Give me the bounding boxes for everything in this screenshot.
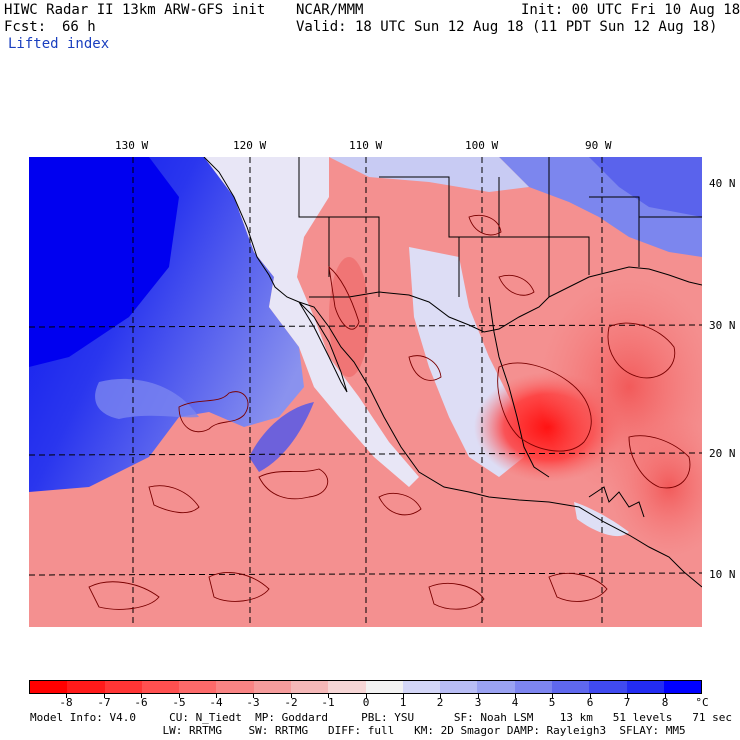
neutral-north-region xyxy=(329,157,529,192)
institution-label: NCAR/MMM xyxy=(296,2,364,18)
field-name: Lifted index xyxy=(8,36,110,52)
color-scale-label: -6 xyxy=(134,696,148,709)
color-scale-segment xyxy=(253,681,291,693)
lat-label-10n: 10 N xyxy=(709,568,736,581)
lon-label-100w: 100 W xyxy=(465,139,499,152)
lon-label-120w: 120 W xyxy=(233,139,267,152)
color-scale-label: 3 xyxy=(474,696,482,709)
color-scale-tick xyxy=(216,694,217,698)
color-scale-label: -8 xyxy=(59,696,73,709)
color-scale-label: 7 xyxy=(623,696,631,709)
valid-time: Valid: 18 UTC Sun 12 Aug 18 (11 PDT Sun … xyxy=(296,19,718,35)
color-scale-label: 6 xyxy=(586,696,594,709)
color-scale-label: -3 xyxy=(246,696,260,709)
political-boundaries xyxy=(203,157,702,588)
color-scale-segment xyxy=(589,681,627,693)
color-scale-tick xyxy=(440,694,441,698)
color-scale-tick xyxy=(141,694,142,698)
color-scale-segment xyxy=(440,681,478,693)
unstable-baja-strip xyxy=(329,257,369,377)
color-scale-segment xyxy=(514,681,552,693)
color-scale-label: 8 xyxy=(661,696,669,709)
stable-streak xyxy=(249,402,314,472)
color-scale-tick xyxy=(291,694,292,698)
color-scale-tick xyxy=(665,694,666,698)
color-scale-label: 1 xyxy=(399,696,407,709)
color-scale-tick xyxy=(328,694,329,698)
color-scale-segment xyxy=(328,681,366,693)
color-scale-bar xyxy=(29,680,702,694)
color-scale-tick xyxy=(104,694,105,698)
lon-label-110w: 110 W xyxy=(349,139,383,152)
color-scale-label: 2 xyxy=(436,696,444,709)
color-scale-tick xyxy=(366,694,367,698)
lon-label-130w: 130 W xyxy=(115,139,149,152)
color-scale-segment xyxy=(365,681,403,693)
color-scale-tick xyxy=(515,694,516,698)
color-scale-tick xyxy=(590,694,591,698)
color-scale-label: -4 xyxy=(209,696,223,709)
lifted-index-map xyxy=(29,157,702,627)
color-scale-label: 5 xyxy=(548,696,556,709)
color-scale-segment xyxy=(179,681,217,693)
unstable-caribbean xyxy=(609,417,702,557)
model-info-line1: Model Info: V4.0 CU: N_Tiedt MP: Goddard… xyxy=(30,711,732,724)
color-scale-tick xyxy=(552,694,553,698)
very-stable-core xyxy=(29,157,179,367)
color-scale-label: 0 xyxy=(362,696,370,709)
lat-label-20n: 20 N xyxy=(709,447,736,460)
color-scale-label: -1 xyxy=(321,696,335,709)
lat-label-30n: 30 N xyxy=(709,319,736,332)
color-scale-tick xyxy=(253,694,254,698)
lat-lon-grid xyxy=(29,157,702,627)
model-info-line2: LW: RRTMG SW: RRTMG DIFF: full KM: 2D Sm… xyxy=(30,724,686,737)
color-scale-tick xyxy=(627,694,628,698)
color-scale-label: -7 xyxy=(97,696,111,709)
forecast-hours: 66 h xyxy=(62,19,96,35)
color-scale-label: 4 xyxy=(511,696,519,709)
color-scale-unit: °C xyxy=(695,696,709,709)
color-scale-segment xyxy=(67,681,105,693)
color-scale-tick xyxy=(403,694,404,698)
color-scale-segment xyxy=(104,681,142,693)
map-canvas xyxy=(29,157,702,627)
lifted-index-contours xyxy=(88,214,691,610)
color-scale-segment xyxy=(551,681,590,693)
color-scale-segment xyxy=(290,681,329,693)
color-scale-segment xyxy=(477,681,515,693)
color-scale-tick xyxy=(66,694,67,698)
init-time: Init: 00 UTC Fri 10 Aug 18 xyxy=(521,2,740,18)
color-scale-segment xyxy=(663,681,702,693)
color-scale-tick xyxy=(179,694,180,698)
color-scale-segment xyxy=(216,681,254,693)
color-scale-tick xyxy=(478,694,479,698)
color-scale-segment xyxy=(141,681,180,693)
stable-swirl xyxy=(95,378,199,419)
color-scale-segment xyxy=(30,681,68,693)
color-scale-segment xyxy=(402,681,441,693)
stable-northeast-core xyxy=(589,157,702,217)
lat-label-40n: 40 N xyxy=(709,177,736,190)
lon-label-90w: 90 W xyxy=(585,139,612,152)
color-scale-segment xyxy=(626,681,664,693)
color-scale-label: -2 xyxy=(284,696,298,709)
model-title: HIWC Radar II 13km ARW-GFS init xyxy=(4,2,266,18)
color-scale-label: -5 xyxy=(172,696,186,709)
forecast-label: Fcst: xyxy=(4,19,47,35)
